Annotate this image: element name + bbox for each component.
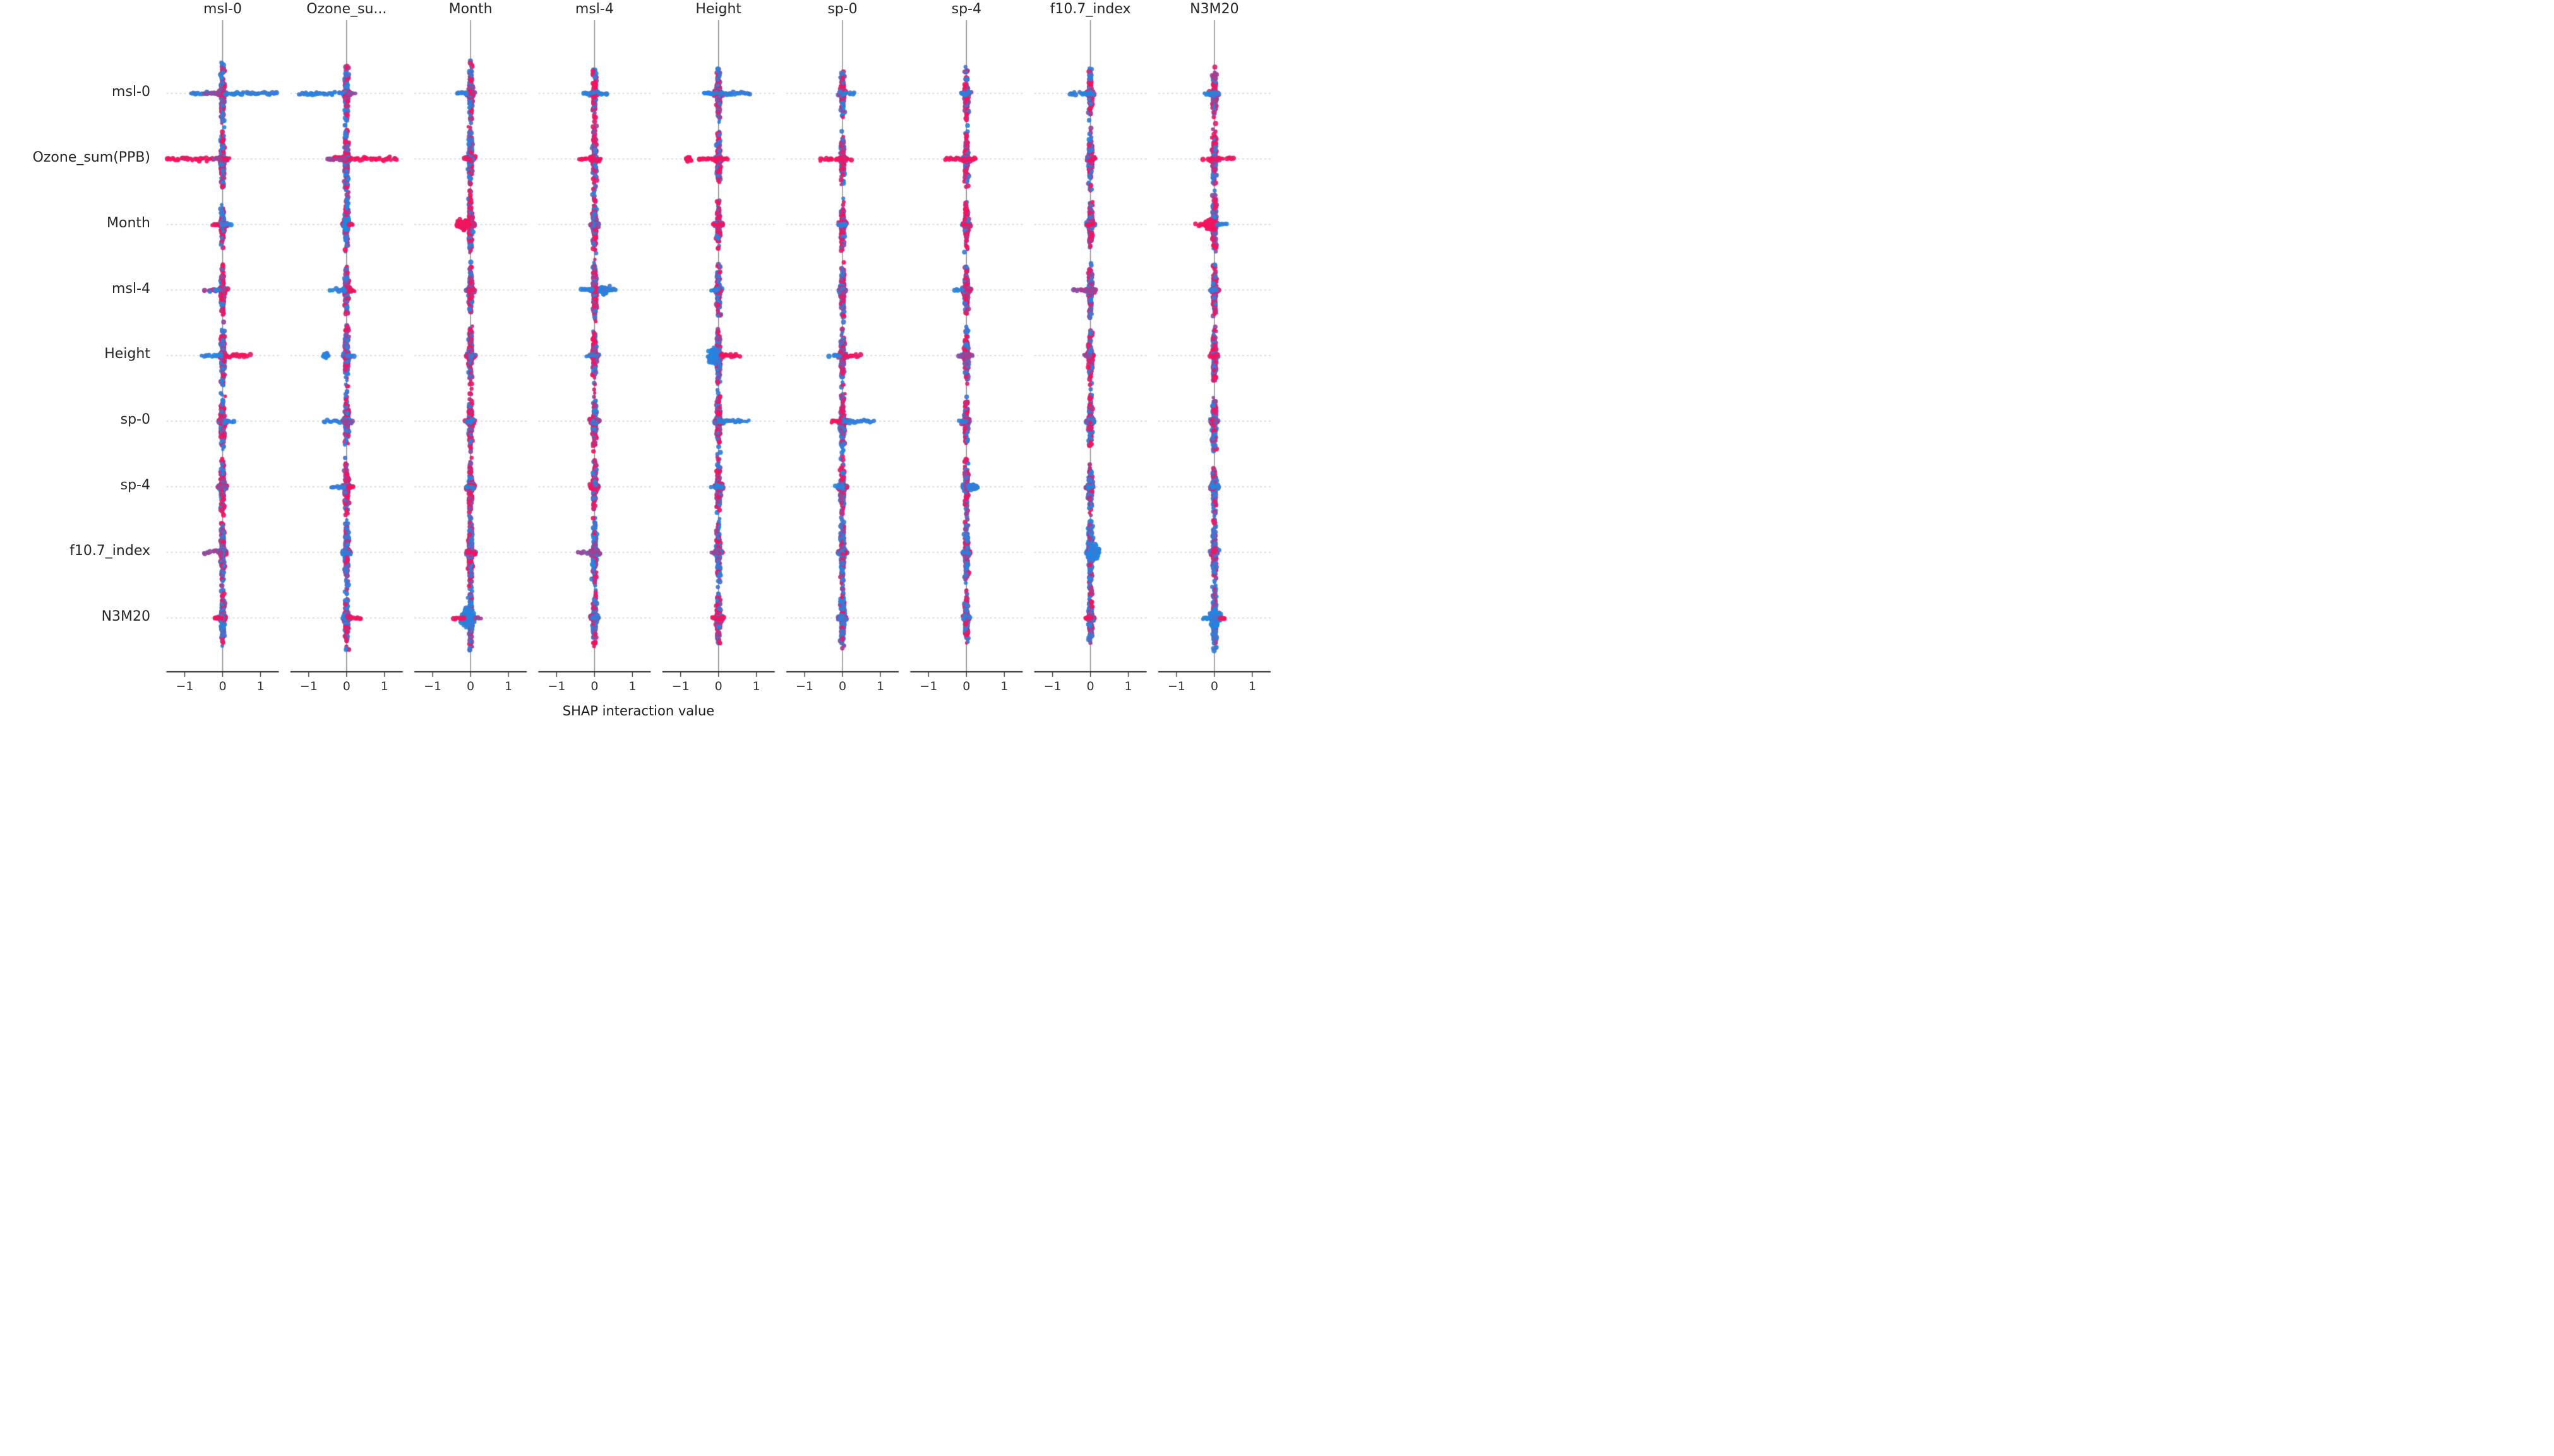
row-label-3: msl-4 <box>112 280 150 297</box>
x-tick-label: 0 <box>342 679 351 693</box>
x-tick-label: 1 <box>752 679 760 693</box>
column-header-7: f10.7_index <box>1050 1 1131 17</box>
row-label-0: msl-0 <box>112 84 150 100</box>
x-tick-label: 1 <box>1248 679 1256 693</box>
x-tick-label: 1 <box>505 679 513 693</box>
x-tick-label: 1 <box>380 679 388 693</box>
column-header-1: Ozone_su... <box>306 1 387 17</box>
column-header-6: sp-4 <box>951 1 981 17</box>
x-tick-label: 1 <box>256 679 265 693</box>
x-tick-label: 1 <box>876 679 885 693</box>
x-tick-label: 0 <box>219 679 227 693</box>
interaction-plot-canvas <box>0 0 1277 728</box>
row-label-5: sp-0 <box>120 412 150 428</box>
column-header-3: msl-4 <box>575 1 614 17</box>
x-tick-label: 0 <box>962 679 971 693</box>
x-tick-label: 1 <box>1000 679 1009 693</box>
column-header-2: Month <box>448 1 493 17</box>
column-header-8: N3M20 <box>1190 1 1239 17</box>
x-tick-label: 1 <box>628 679 637 693</box>
x-tick-label: 0 <box>591 679 599 693</box>
x-tick-label: 0 <box>467 679 475 693</box>
x-tick-label: −1 <box>424 679 442 693</box>
x-tick-label: −1 <box>548 679 566 693</box>
shap-interaction-summary-plot: msl-0 Ozone_su... Month msl-4 Height sp-0 sp-4… <box>0 0 1277 728</box>
x-tick-label: −1 <box>671 679 690 693</box>
x-tick-label: 0 <box>838 679 847 693</box>
x-tick-label: 0 <box>1210 679 1218 693</box>
row-label-7: f10.7_index <box>69 542 150 559</box>
column-header-5: sp-0 <box>827 1 858 17</box>
x-tick-label: −1 <box>176 679 194 693</box>
row-label-6: sp-4 <box>120 477 150 494</box>
row-label-2: Month <box>107 215 150 231</box>
x-tick-label: −1 <box>795 679 813 693</box>
x-tick-label: −1 <box>299 679 318 693</box>
row-label-8: N3M20 <box>101 608 150 624</box>
x-tick-label: 0 <box>714 679 722 693</box>
x-tick-label: −1 <box>1043 679 1062 693</box>
row-label-1: Ozone_sum(PPB) <box>32 149 150 165</box>
x-tick-label: 0 <box>1086 679 1094 693</box>
x-tick-label: −1 <box>920 679 938 693</box>
x-tick-label: −1 <box>1167 679 1185 693</box>
x-tick-label: 1 <box>1124 679 1132 693</box>
column-header-4: Height <box>695 1 742 17</box>
x-axis-label: SHAP interaction value <box>562 703 715 719</box>
column-header-0: msl-0 <box>203 1 242 17</box>
row-label-4: Height <box>104 346 150 362</box>
